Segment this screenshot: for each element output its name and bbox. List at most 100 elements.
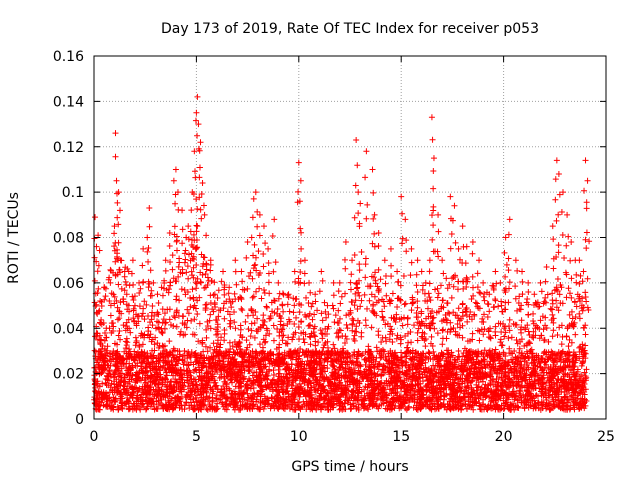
data-points: [91, 94, 592, 413]
data-point: [379, 314, 385, 320]
data-point: [542, 295, 548, 301]
data-point: [249, 321, 255, 327]
data-point: [365, 343, 371, 349]
data-point: [271, 338, 277, 344]
data-point: [394, 336, 400, 342]
data-point: [369, 324, 375, 330]
data-point: [352, 328, 358, 334]
data-point: [266, 316, 272, 322]
data-point: [123, 279, 129, 285]
data-point: [193, 262, 199, 268]
data-point: [521, 343, 527, 349]
data-point: [383, 293, 389, 299]
data-point: [449, 295, 455, 301]
data-point: [559, 341, 565, 347]
data-point: [429, 334, 435, 340]
data-point: [291, 302, 297, 308]
data-point: [507, 279, 513, 285]
data-point: [355, 290, 361, 296]
data-point: [378, 339, 384, 345]
data-point: [92, 348, 98, 354]
data-point: [137, 286, 143, 292]
data-point: [182, 250, 188, 256]
data-point: [351, 317, 357, 323]
data-point: [145, 313, 151, 319]
data-point: [308, 341, 314, 347]
data-point: [405, 340, 411, 346]
data-point: [296, 336, 302, 342]
data-point: [379, 308, 385, 314]
data-point: [239, 307, 245, 313]
data-point: [364, 306, 370, 312]
data-point: [411, 322, 417, 328]
data-point: [103, 293, 109, 299]
data-point: [302, 340, 308, 346]
data-point: [509, 334, 515, 340]
data-point: [363, 322, 369, 328]
data-point: [480, 319, 486, 325]
data-point: [476, 400, 482, 406]
data-point: [476, 338, 482, 344]
data-point: [339, 294, 345, 300]
data-point: [117, 337, 123, 343]
data-point: [470, 293, 476, 299]
data-point: [398, 349, 404, 355]
data-point: [132, 293, 138, 299]
data-point: [122, 274, 128, 280]
data-point: [431, 315, 437, 321]
data-point: [228, 304, 234, 310]
data-point: [183, 269, 189, 275]
data-point: [242, 319, 248, 325]
data-point: [495, 303, 501, 309]
data-point: [368, 283, 374, 289]
chart-title: Day 173 of 2019, Rate Of TEC Index for r…: [161, 21, 539, 37]
data-point: [405, 316, 411, 322]
data-point: [549, 312, 555, 318]
data-point: [377, 355, 383, 361]
data-point: [193, 285, 199, 291]
data-point: [366, 298, 372, 304]
data-point: [378, 276, 384, 282]
data-point: [414, 305, 420, 311]
data-point: [572, 332, 578, 338]
data-point: [172, 314, 178, 320]
data-point: [197, 321, 203, 327]
data-point: [271, 367, 277, 373]
data-point: [314, 307, 320, 313]
data-point: [148, 288, 154, 294]
data-point: [345, 325, 351, 331]
data-point: [357, 303, 363, 309]
data-point: [185, 263, 191, 269]
data-point: [477, 290, 483, 296]
data-point: [389, 339, 395, 345]
data-point: [194, 311, 200, 317]
data-point: [308, 304, 314, 310]
data-point: [582, 331, 588, 337]
data-point: [342, 333, 348, 339]
data-point: [263, 304, 269, 310]
data-point: [275, 306, 281, 312]
data-point: [182, 256, 188, 262]
data-point: [297, 309, 303, 315]
data-point: [428, 297, 434, 303]
data-point: [577, 315, 583, 321]
data-point: [507, 317, 513, 323]
data-point: [259, 296, 265, 302]
data-point: [549, 290, 555, 296]
data-point: [524, 296, 530, 302]
data-point: [346, 311, 352, 317]
data-point: [219, 278, 225, 284]
data-point: [309, 317, 315, 323]
data-point: [376, 366, 382, 372]
data-point: [315, 339, 321, 345]
data-point: [550, 333, 556, 339]
data-point: [456, 305, 462, 311]
data-point: [321, 300, 327, 306]
data-point: [400, 323, 406, 329]
data-point: [115, 317, 121, 323]
data-point: [232, 325, 238, 331]
data-point: [110, 320, 116, 326]
data-point: [564, 333, 570, 339]
